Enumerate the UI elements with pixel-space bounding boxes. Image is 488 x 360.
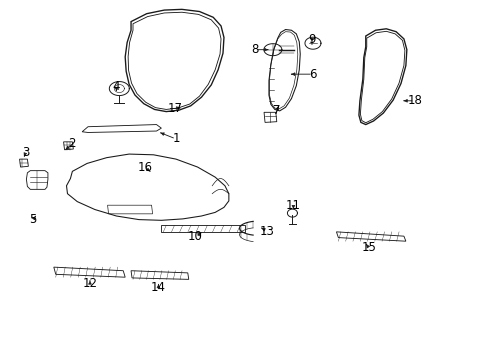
Text: 2: 2	[68, 138, 76, 150]
Text: 14: 14	[151, 281, 165, 294]
Text: 8: 8	[251, 43, 259, 56]
Text: 12: 12	[82, 277, 97, 290]
Text: 15: 15	[361, 241, 375, 254]
Text: 17: 17	[167, 102, 182, 114]
Text: 10: 10	[188, 230, 203, 243]
Text: 1: 1	[172, 132, 180, 145]
Text: 9: 9	[307, 33, 315, 46]
Text: 11: 11	[285, 199, 300, 212]
Text: 7: 7	[272, 104, 280, 117]
Text: 18: 18	[407, 94, 421, 107]
Text: 4: 4	[112, 80, 120, 93]
Text: 5: 5	[29, 213, 37, 226]
Text: 16: 16	[137, 161, 152, 174]
Text: 3: 3	[21, 146, 29, 159]
Text: 13: 13	[259, 225, 274, 238]
Text: 6: 6	[308, 68, 316, 81]
